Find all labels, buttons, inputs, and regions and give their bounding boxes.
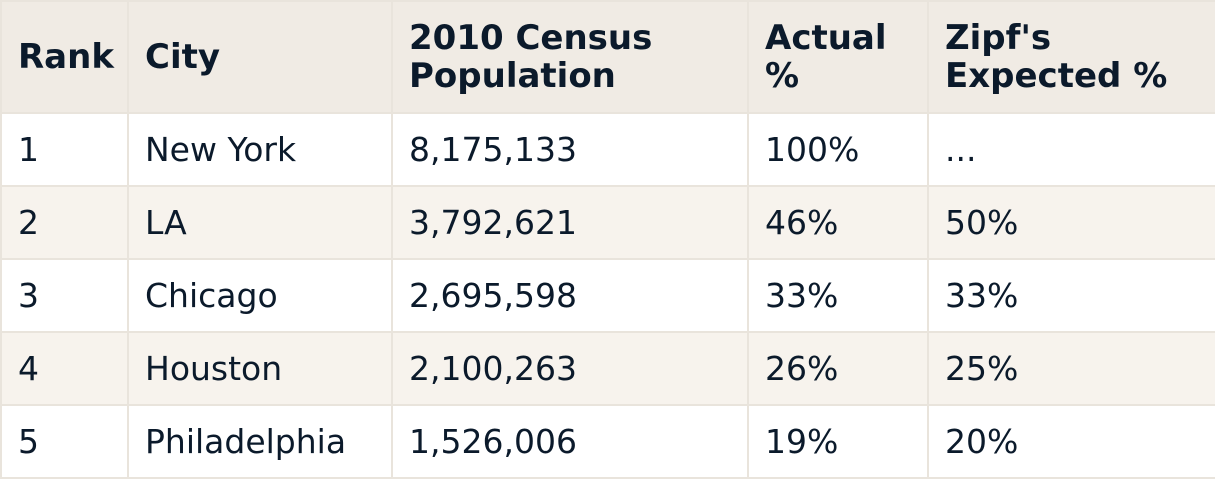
header-actual-percent: Actual % [747,0,929,114]
cell-population: 2,695,598 [391,258,749,333]
table-row: 4 Houston 2,100,263 26% 25% [0,331,1215,406]
table-row: 3 Chicago 2,695,598 33% 33% [0,258,1215,333]
table-row: 2 LA 3,792,621 46% 50% [0,185,1215,260]
cell-city: New York [127,112,393,187]
cell-city: LA [127,185,393,260]
cell-city: Houston [127,331,393,406]
cell-zipf-expected: 50% [927,185,1215,260]
cell-city: Chicago [127,258,393,333]
cell-actual-percent: 46% [747,185,929,260]
cell-zipf-expected: 33% [927,258,1215,333]
header-row: Rank City 2010 Census Population Actual … [0,0,1215,114]
cell-population: 3,792,621 [391,185,749,260]
cell-actual-percent: 100% [747,112,929,187]
cell-actual-percent: 19% [747,404,929,479]
cell-actual-percent: 26% [747,331,929,406]
header-actual-line2: % [765,56,800,96]
header-actual-line1: Actual [765,18,887,58]
header-population: 2010 Census Population [391,0,749,114]
header-zipf-line2: Expected % [945,56,1168,96]
cell-rank: 1 [0,112,129,187]
cell-rank: 4 [0,331,129,406]
cell-city: Philadelphia [127,404,393,479]
cell-rank: 2 [0,185,129,260]
header-population-line2: Population [409,56,616,96]
cell-zipf-expected: ... [927,112,1215,187]
cell-rank: 5 [0,404,129,479]
header-city: City [127,0,393,114]
cell-zipf-expected: 20% [927,404,1215,479]
table-row: 1 New York 8,175,133 100% ... [0,112,1215,187]
cell-population: 2,100,263 [391,331,749,406]
cell-population: 1,526,006 [391,404,749,479]
cell-actual-percent: 33% [747,258,929,333]
table-row: 5 Philadelphia 1,526,006 19% 20% [0,404,1215,479]
cell-rank: 3 [0,258,129,333]
header-rank: Rank [0,0,129,114]
cell-zipf-expected: 25% [927,331,1215,406]
cell-population: 8,175,133 [391,112,749,187]
header-zipf-expected: Zipf's Expected % [927,0,1215,114]
header-zipf-line1: Zipf's [945,18,1052,58]
header-population-line1: 2010 Census [409,18,653,58]
